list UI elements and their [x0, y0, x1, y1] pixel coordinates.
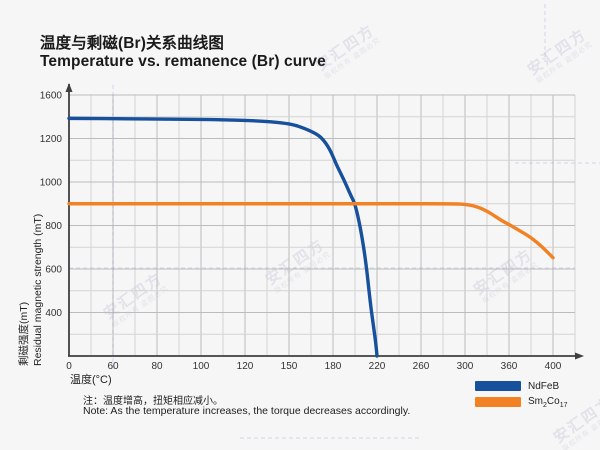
y-axis-label-zh: 剩磁强度(mT) — [18, 301, 30, 366]
y-axis-label-en: Residual magnetic strength (mT) — [32, 213, 44, 366]
x-tick-label: 60 — [107, 361, 119, 372]
x-tick-label: 220 — [369, 361, 386, 372]
y-tick-label: 1000 — [40, 178, 63, 189]
x-tick-label: 300 — [457, 361, 474, 372]
series-ndfeb-curve — [67, 116, 379, 358]
note-zh: 注：温度增高，扭矩相应减小。 — [83, 396, 223, 407]
legend: NdFeB Sm2Co17 — [475, 380, 568, 412]
chart-title-zh: 温度与剩磁(Br)关系曲线图 — [40, 35, 224, 52]
series-sm2co17-curve — [67, 202, 555, 260]
legend-label-subscript: 17 — [559, 401, 568, 409]
legend-label-text: NdFeB — [528, 380, 560, 392]
y-tick-label: 1200 — [40, 134, 63, 145]
x-tick-label: 100 — [193, 361, 210, 372]
legend-label: NdFeB — [528, 381, 559, 392]
x-tick-label: 0 — [66, 361, 72, 372]
x-tick-label: 360 — [501, 361, 518, 372]
legend-swatch-icon — [475, 397, 521, 407]
note-en: Note: As the temperature increases, the … — [83, 405, 411, 417]
legend-label: Sm2Co17 — [528, 396, 568, 409]
y-tick-label: 800 — [45, 221, 62, 232]
x-axis-label: 温度(°C) — [70, 374, 112, 386]
legend-item-ndfeb: NdFeB — [475, 380, 568, 392]
y-tick-label: 1600 — [40, 91, 63, 102]
legend-label-text: Sm — [528, 395, 543, 407]
legend-label-text: Co — [546, 395, 560, 407]
legend-label-subscript: 2 — [543, 401, 547, 409]
x-tick-label: 120 — [237, 361, 254, 372]
legend-item-sm2co17: Sm2Co17 — [475, 396, 568, 409]
x-tick-label: 400 — [545, 361, 562, 372]
y-axis-arrow-icon — [65, 83, 73, 92]
x-tick-label: 180 — [325, 361, 342, 372]
x-tick-label: 150 — [281, 361, 298, 372]
y-tick-label: 400 — [45, 308, 62, 319]
x-tick-label: 260 — [413, 361, 430, 372]
x-tick-label: 80 — [151, 361, 163, 372]
y-tick-label: 600 — [45, 265, 62, 276]
legend-swatch-icon — [475, 381, 521, 391]
x-axis-arrow-icon — [575, 352, 584, 360]
chart-title-en: Temperature vs. remanence (Br) curve — [40, 53, 326, 70]
